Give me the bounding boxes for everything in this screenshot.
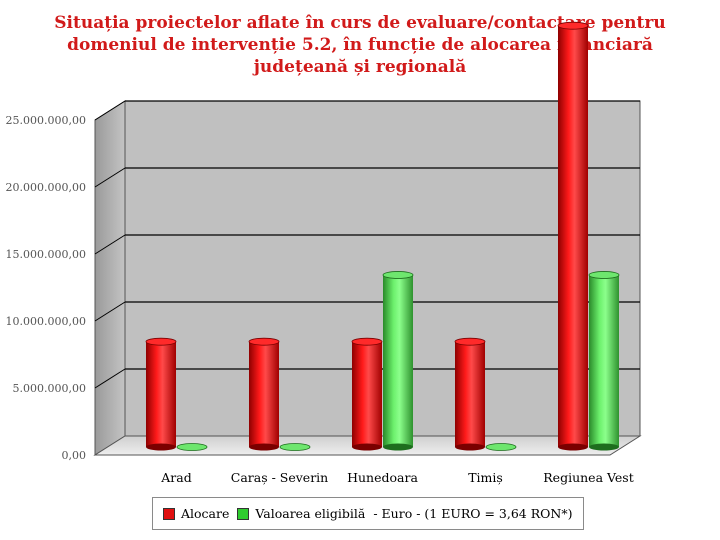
bar-top [588,271,620,279]
bar-valoarea-eligibila [279,443,311,451]
y-tick-label: 15.000.000,00 [6,248,86,261]
bar-body [589,274,619,447]
bar-body [383,274,413,447]
bar-top [557,21,589,30]
bar-valoarea-eligibila [485,443,517,451]
bar-alocare [351,337,383,451]
legend-item-valoarea-eligibila: Valoarea eligibilă [237,506,365,521]
bar-top [454,337,486,346]
y-tick-label: 25.000.000,00 [6,114,86,127]
y-tick-label: 20.000.000,00 [6,181,86,194]
legend-item-alocare: Alocare [163,506,229,521]
bar-top [485,443,517,451]
chart-title-line-3: județeană și regională [253,57,467,77]
chart-title-line-2: domeniul de intervenție 5.2, în funcție … [67,35,653,55]
x-category-label: Caraș - Severin [231,470,328,485]
bar-top [351,337,383,346]
bar-top [279,443,311,451]
bar-alocare [454,337,486,451]
legend-swatch-alocare [163,507,175,520]
bar-base [455,443,485,451]
bar-alocare [145,337,177,451]
bar-base [352,443,382,451]
x-category-label: Arad [160,470,191,485]
bar-top [176,443,208,451]
bar-alocare [557,21,589,451]
x-category-label: Regiunea Vest [543,470,633,485]
bar-valoarea-eligibila [382,271,414,451]
bar-body [455,341,485,447]
bar-base [558,443,588,451]
legend-label-alocare: Alocare [181,506,230,521]
legend: Alocare Valoarea eligibilă - Euro - (1 E… [152,497,584,530]
gridline-side [94,368,126,389]
gridline-side [94,301,126,322]
chart-title-line-1: Situația proiectelor aflate în curs de e… [54,13,666,33]
bar-body [352,341,382,447]
bar-base [383,443,413,451]
bar-alocare [248,337,280,451]
bar-base [146,443,176,451]
gridline-side [94,100,126,121]
bar-body [558,25,588,448]
bar-top [382,271,414,279]
chart-side-wall [94,100,126,456]
bar-top [248,337,280,346]
y-tick-label: 5.000.000,00 [13,382,86,395]
bar-valoarea-eligibila [176,443,208,451]
legend-currency-note: - Euro - (1 EURO = 3,64 RON*) [373,506,573,521]
bar-base [249,443,279,451]
bar-base [589,443,619,451]
chart-title: Situația proiectelor aflate în curs de e… [40,12,680,78]
bar-top [145,337,177,346]
bar-body [249,341,279,447]
chart-back-wall [124,100,641,437]
y-tick-label: 0,00 [62,449,87,462]
x-category-label: Timiș [468,470,503,485]
bar-chart: 0,00 5.000.000,00 10.000.000,00 15.000.000,… [6,21,642,485]
bar-valoarea-eligibila [588,271,620,451]
gridline-side [94,167,126,188]
legend-swatch-valoarea-eligibila [237,507,250,520]
bar-body [146,341,176,447]
y-tick-label: 10.000.000,00 [6,315,86,328]
legend-label-valoarea-eligibila: Valoarea eligibilă [255,506,366,521]
gridline-side [94,234,126,255]
x-category-label: Hunedoara [347,470,418,485]
